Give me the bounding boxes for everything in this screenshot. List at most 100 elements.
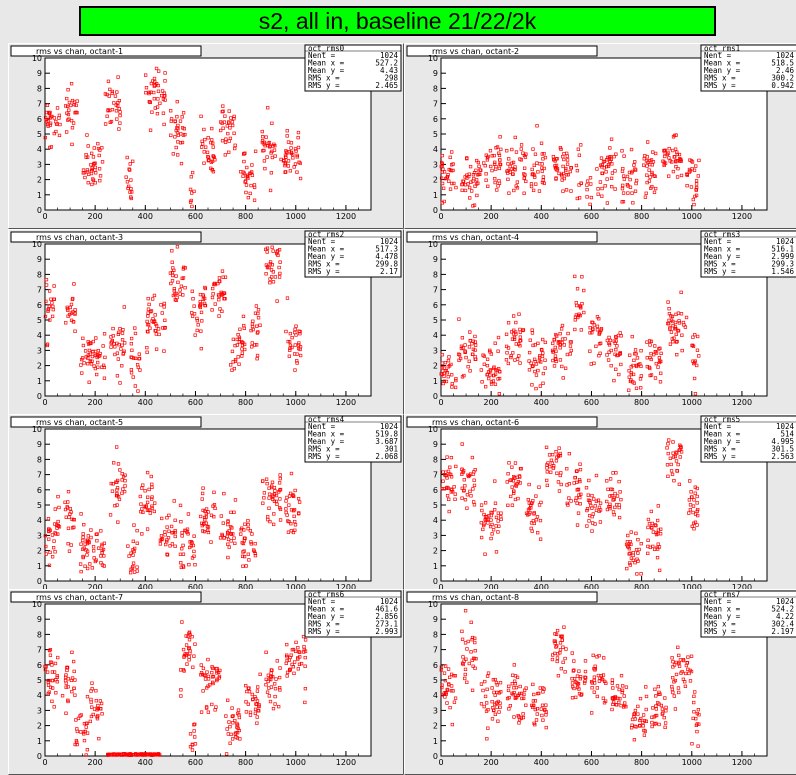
y-tick-label: 1 — [37, 562, 42, 571]
y-tick-label: 5 — [37, 501, 42, 510]
y-tick-label: 5 — [433, 130, 438, 139]
y-tick-label: 8 — [37, 455, 42, 464]
chart-title: rms vs chan, octant-8 — [432, 593, 519, 602]
y-tick-label: 0 — [433, 577, 438, 586]
y-tick-label: 9 — [433, 615, 438, 624]
y-tick-label: 4 — [37, 145, 42, 154]
x-tick-label: 200 — [484, 758, 499, 767]
stats-label: RMS y = — [308, 452, 340, 461]
y-tick-label: 10 — [32, 54, 42, 63]
y-tick-label: 6 — [37, 661, 42, 670]
stats-value: 2.197 — [771, 627, 794, 636]
x-tick-label: 600 — [188, 212, 203, 221]
chart-title: rms vs chan, octant-1 — [36, 47, 123, 56]
x-tick-label: 200 — [484, 398, 499, 407]
y-tick-label: 2 — [37, 547, 42, 556]
x-tick-label: 800 — [238, 758, 253, 767]
y-tick-label: 0 — [37, 206, 42, 215]
x-tick-label: 400 — [138, 398, 153, 407]
x-tick-label: 0 — [42, 212, 47, 221]
y-tick-label: 10 — [32, 240, 42, 249]
y-tick-label: 3 — [37, 160, 42, 169]
y-tick-label: 0 — [433, 392, 438, 401]
y-tick-label: 10 — [428, 600, 438, 609]
y-tick-label: 5 — [433, 676, 438, 685]
stats-label: RMS y = — [308, 267, 340, 276]
y-tick-label: 4 — [37, 516, 42, 525]
chart-title: rms vs chan, octant-4 — [432, 233, 519, 242]
stats-value: 1.546 — [771, 267, 794, 276]
y-tick-label: 2 — [433, 547, 438, 556]
x-tick-label: 600 — [584, 212, 599, 221]
x-tick-label: 400 — [534, 398, 549, 407]
y-tick-label: 5 — [37, 130, 42, 139]
y-tick-label: 0 — [37, 392, 42, 401]
y-tick-label: 2 — [433, 176, 438, 185]
chart-title: rms vs chan, octant-3 — [36, 233, 123, 242]
x-tick-label: 1000 — [682, 212, 702, 221]
y-tick-label: 0 — [433, 206, 438, 215]
y-tick-label: 4 — [433, 145, 438, 154]
y-tick-label: 7 — [37, 471, 42, 480]
y-tick-label: 7 — [433, 471, 438, 480]
y-tick-label: 2 — [433, 362, 438, 371]
x-tick-label: 400 — [138, 758, 153, 767]
x-tick-label: 1200 — [336, 398, 356, 407]
y-tick-label: 7 — [433, 100, 438, 109]
x-tick-label: 600 — [188, 398, 203, 407]
y-tick-label: 8 — [37, 84, 42, 93]
x-tick-label: 200 — [88, 758, 103, 767]
x-tick-label: 800 — [238, 398, 253, 407]
x-tick-label: 800 — [634, 758, 649, 767]
x-tick-label: 1200 — [336, 212, 356, 221]
stats-value: 0.942 — [771, 81, 794, 90]
y-tick-label: 4 — [37, 691, 42, 700]
x-tick-label: 0 — [438, 398, 443, 407]
y-tick-label: 10 — [32, 600, 42, 609]
y-tick-label: 0 — [433, 752, 438, 761]
y-tick-label: 2 — [37, 722, 42, 731]
x-tick-label: 600 — [584, 758, 599, 767]
y-tick-label: 3 — [37, 346, 42, 355]
x-tick-label: 0 — [438, 758, 443, 767]
y-tick-label: 7 — [37, 286, 42, 295]
x-tick-label: 400 — [534, 758, 549, 767]
stats-value: 2.17 — [380, 267, 398, 276]
stats-label: RMS y = — [704, 627, 736, 636]
y-tick-label: 8 — [37, 270, 42, 279]
x-tick-label: 600 — [188, 758, 203, 767]
y-tick-label: 3 — [433, 160, 438, 169]
y-tick-label: 5 — [37, 676, 42, 685]
chart-title: rms vs chan, octant-2 — [432, 47, 519, 56]
y-tick-label: 8 — [433, 455, 438, 464]
x-tick-label: 800 — [634, 398, 649, 407]
y-tick-label: 1 — [433, 191, 438, 200]
stats-value: 2.465 — [375, 81, 398, 90]
x-tick-label: 1000 — [286, 398, 306, 407]
y-tick-label: 5 — [37, 316, 42, 325]
y-tick-label: 2 — [37, 362, 42, 371]
y-tick-label: 6 — [433, 301, 438, 310]
x-tick-label: 1200 — [732, 212, 752, 221]
y-tick-label: 10 — [32, 425, 42, 434]
x-tick-label: 200 — [484, 212, 499, 221]
y-tick-label: 6 — [433, 661, 438, 670]
stats-label: RMS y = — [704, 452, 736, 461]
stats-label: RMS y = — [308, 627, 340, 636]
x-tick-label: 1000 — [286, 212, 306, 221]
x-tick-label: 200 — [88, 212, 103, 221]
y-tick-label: 9 — [37, 615, 42, 624]
y-tick-label: 4 — [37, 331, 42, 340]
y-tick-label: 6 — [37, 301, 42, 310]
y-tick-label: 1 — [433, 562, 438, 571]
stats-label: RMS y = — [704, 267, 736, 276]
x-tick-label: 1000 — [682, 398, 702, 407]
y-tick-label: 10 — [428, 425, 438, 434]
